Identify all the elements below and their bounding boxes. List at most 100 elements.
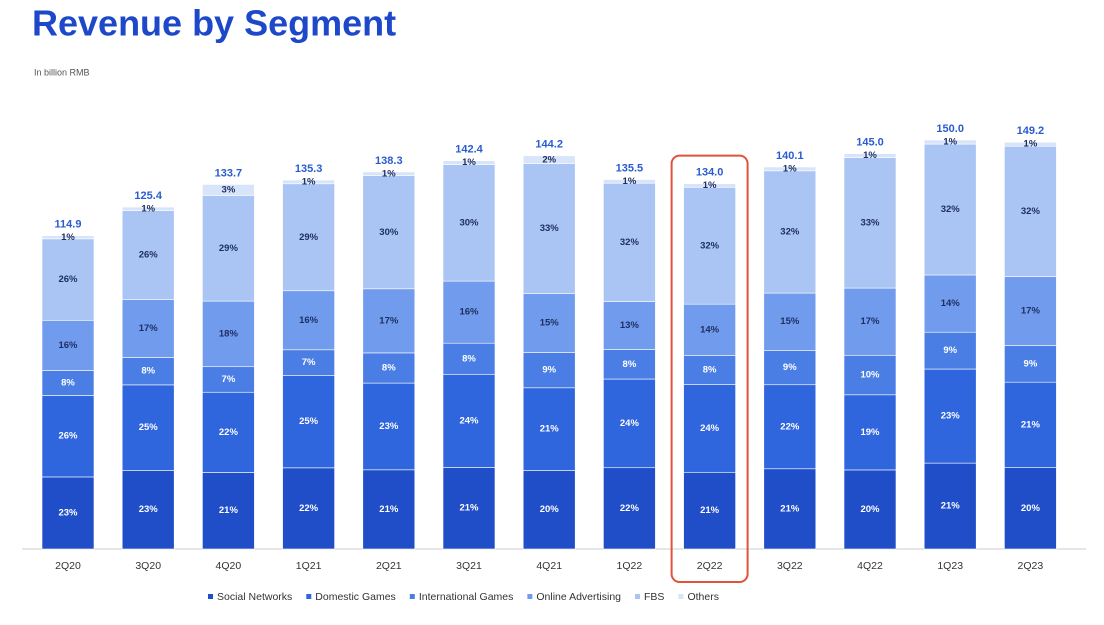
segment-label: 17% xyxy=(1021,306,1041,317)
segment-label: 16% xyxy=(58,340,78,351)
legend-label: Domestic Games xyxy=(315,591,396,603)
segment-label: 10% xyxy=(860,370,880,381)
bar-segment xyxy=(202,195,255,302)
total-label: 140.1 xyxy=(776,150,804,162)
bar-segment xyxy=(282,179,335,185)
segment-label: 21% xyxy=(780,503,800,514)
bar-segment xyxy=(202,184,255,196)
bar-segment xyxy=(282,183,335,292)
x-tick-label: 2Q20 xyxy=(55,560,81,572)
bar-segment xyxy=(41,476,95,550)
legend-swatch xyxy=(635,594,641,599)
bar-segment xyxy=(923,143,977,276)
segment-label: 9% xyxy=(783,362,797,373)
x-tick-label: 1Q22 xyxy=(617,560,643,572)
legend-label: International Games xyxy=(419,591,514,603)
bar-segment xyxy=(763,166,817,172)
x-tick-label: 4Q21 xyxy=(536,560,562,572)
bar-segment xyxy=(442,160,496,165)
segment-label: 21% xyxy=(1021,419,1041,430)
segment-label: 9% xyxy=(542,365,556,376)
bar-segment xyxy=(41,319,95,371)
segment-label: 13% xyxy=(620,320,640,331)
bar-segment xyxy=(202,472,255,550)
bar-segment xyxy=(843,354,897,396)
x-tick-label: 2Q21 xyxy=(376,560,402,572)
segment-label: 32% xyxy=(700,240,720,251)
segment-label: 20% xyxy=(860,504,880,515)
segment-label: 32% xyxy=(620,237,640,248)
segment-label: 1% xyxy=(1024,139,1038,150)
segment-label: 1% xyxy=(863,150,877,161)
segment-label: 32% xyxy=(941,204,961,215)
segment-label: 25% xyxy=(299,416,319,427)
segment-label: 22% xyxy=(620,503,640,514)
bar-segment xyxy=(41,235,95,240)
bar-segment xyxy=(362,352,416,384)
bar-segment xyxy=(923,368,977,464)
bar-segment xyxy=(121,210,175,300)
bar-segment xyxy=(683,471,736,550)
legend-label: FBS xyxy=(644,591,664,603)
bar-segment xyxy=(1004,467,1057,550)
segment-label: 16% xyxy=(459,307,479,318)
bar-segment xyxy=(1004,381,1057,468)
segment-label: 1% xyxy=(623,176,637,187)
segment-label: 20% xyxy=(540,504,560,515)
segment-label: 14% xyxy=(941,298,961,309)
bar-segment xyxy=(843,469,897,550)
segment-label: 1% xyxy=(141,203,155,214)
bar-segment xyxy=(603,301,656,350)
total-label: 133.7 xyxy=(215,167,243,179)
segment-label: 1% xyxy=(703,180,717,191)
segment-label: 1% xyxy=(943,137,957,148)
segment-label: 18% xyxy=(219,328,239,339)
bar-segment xyxy=(121,470,175,550)
x-tick-label: 4Q20 xyxy=(216,560,242,572)
bar-segment xyxy=(522,163,576,294)
bar-segment xyxy=(522,387,576,471)
segment-label: 32% xyxy=(1021,206,1041,217)
bar-segment xyxy=(121,206,175,211)
bar-segment xyxy=(121,299,175,358)
bar-segment xyxy=(282,290,335,351)
segment-label: 15% xyxy=(780,316,800,327)
x-tick-label: 1Q21 xyxy=(296,560,322,572)
bar-segment xyxy=(282,467,335,550)
bar-segment xyxy=(923,462,977,550)
legend-swatch xyxy=(527,594,533,599)
bar-segment xyxy=(603,467,656,550)
bar-segment xyxy=(763,292,817,351)
bar-segment xyxy=(362,171,416,176)
segment-label: 17% xyxy=(860,316,880,327)
x-tick-label: 3Q21 xyxy=(456,560,482,572)
x-tick-label: 1Q23 xyxy=(937,560,963,572)
segment-label: 8% xyxy=(61,377,75,388)
total-label: 138.3 xyxy=(375,155,403,167)
bar-segment xyxy=(362,382,416,471)
bar-segment xyxy=(603,378,656,469)
segment-label: 17% xyxy=(379,315,399,326)
segment-label: 21% xyxy=(379,504,399,515)
bar-segment xyxy=(603,349,656,380)
bar-segment xyxy=(683,355,736,385)
segment-label: 25% xyxy=(139,422,159,433)
bar-segment xyxy=(763,468,817,550)
segment-label: 7% xyxy=(302,357,316,368)
bar-segment xyxy=(282,375,335,469)
total-label: 145.0 xyxy=(856,137,884,149)
bar-segment xyxy=(41,238,95,321)
segment-label: 23% xyxy=(139,504,159,515)
segment-label: 23% xyxy=(58,507,78,518)
bar-segment xyxy=(683,183,736,188)
bar-segment xyxy=(121,357,175,386)
total-label: 134.0 xyxy=(696,167,724,179)
segment-label: 26% xyxy=(58,274,78,285)
total-label: 135.5 xyxy=(616,162,644,174)
bar-segment xyxy=(362,469,416,550)
segment-label: 1% xyxy=(302,176,316,187)
bar-segment xyxy=(522,470,576,550)
x-tick-label: 4Q22 xyxy=(857,560,883,572)
segment-label: 24% xyxy=(620,418,640,429)
